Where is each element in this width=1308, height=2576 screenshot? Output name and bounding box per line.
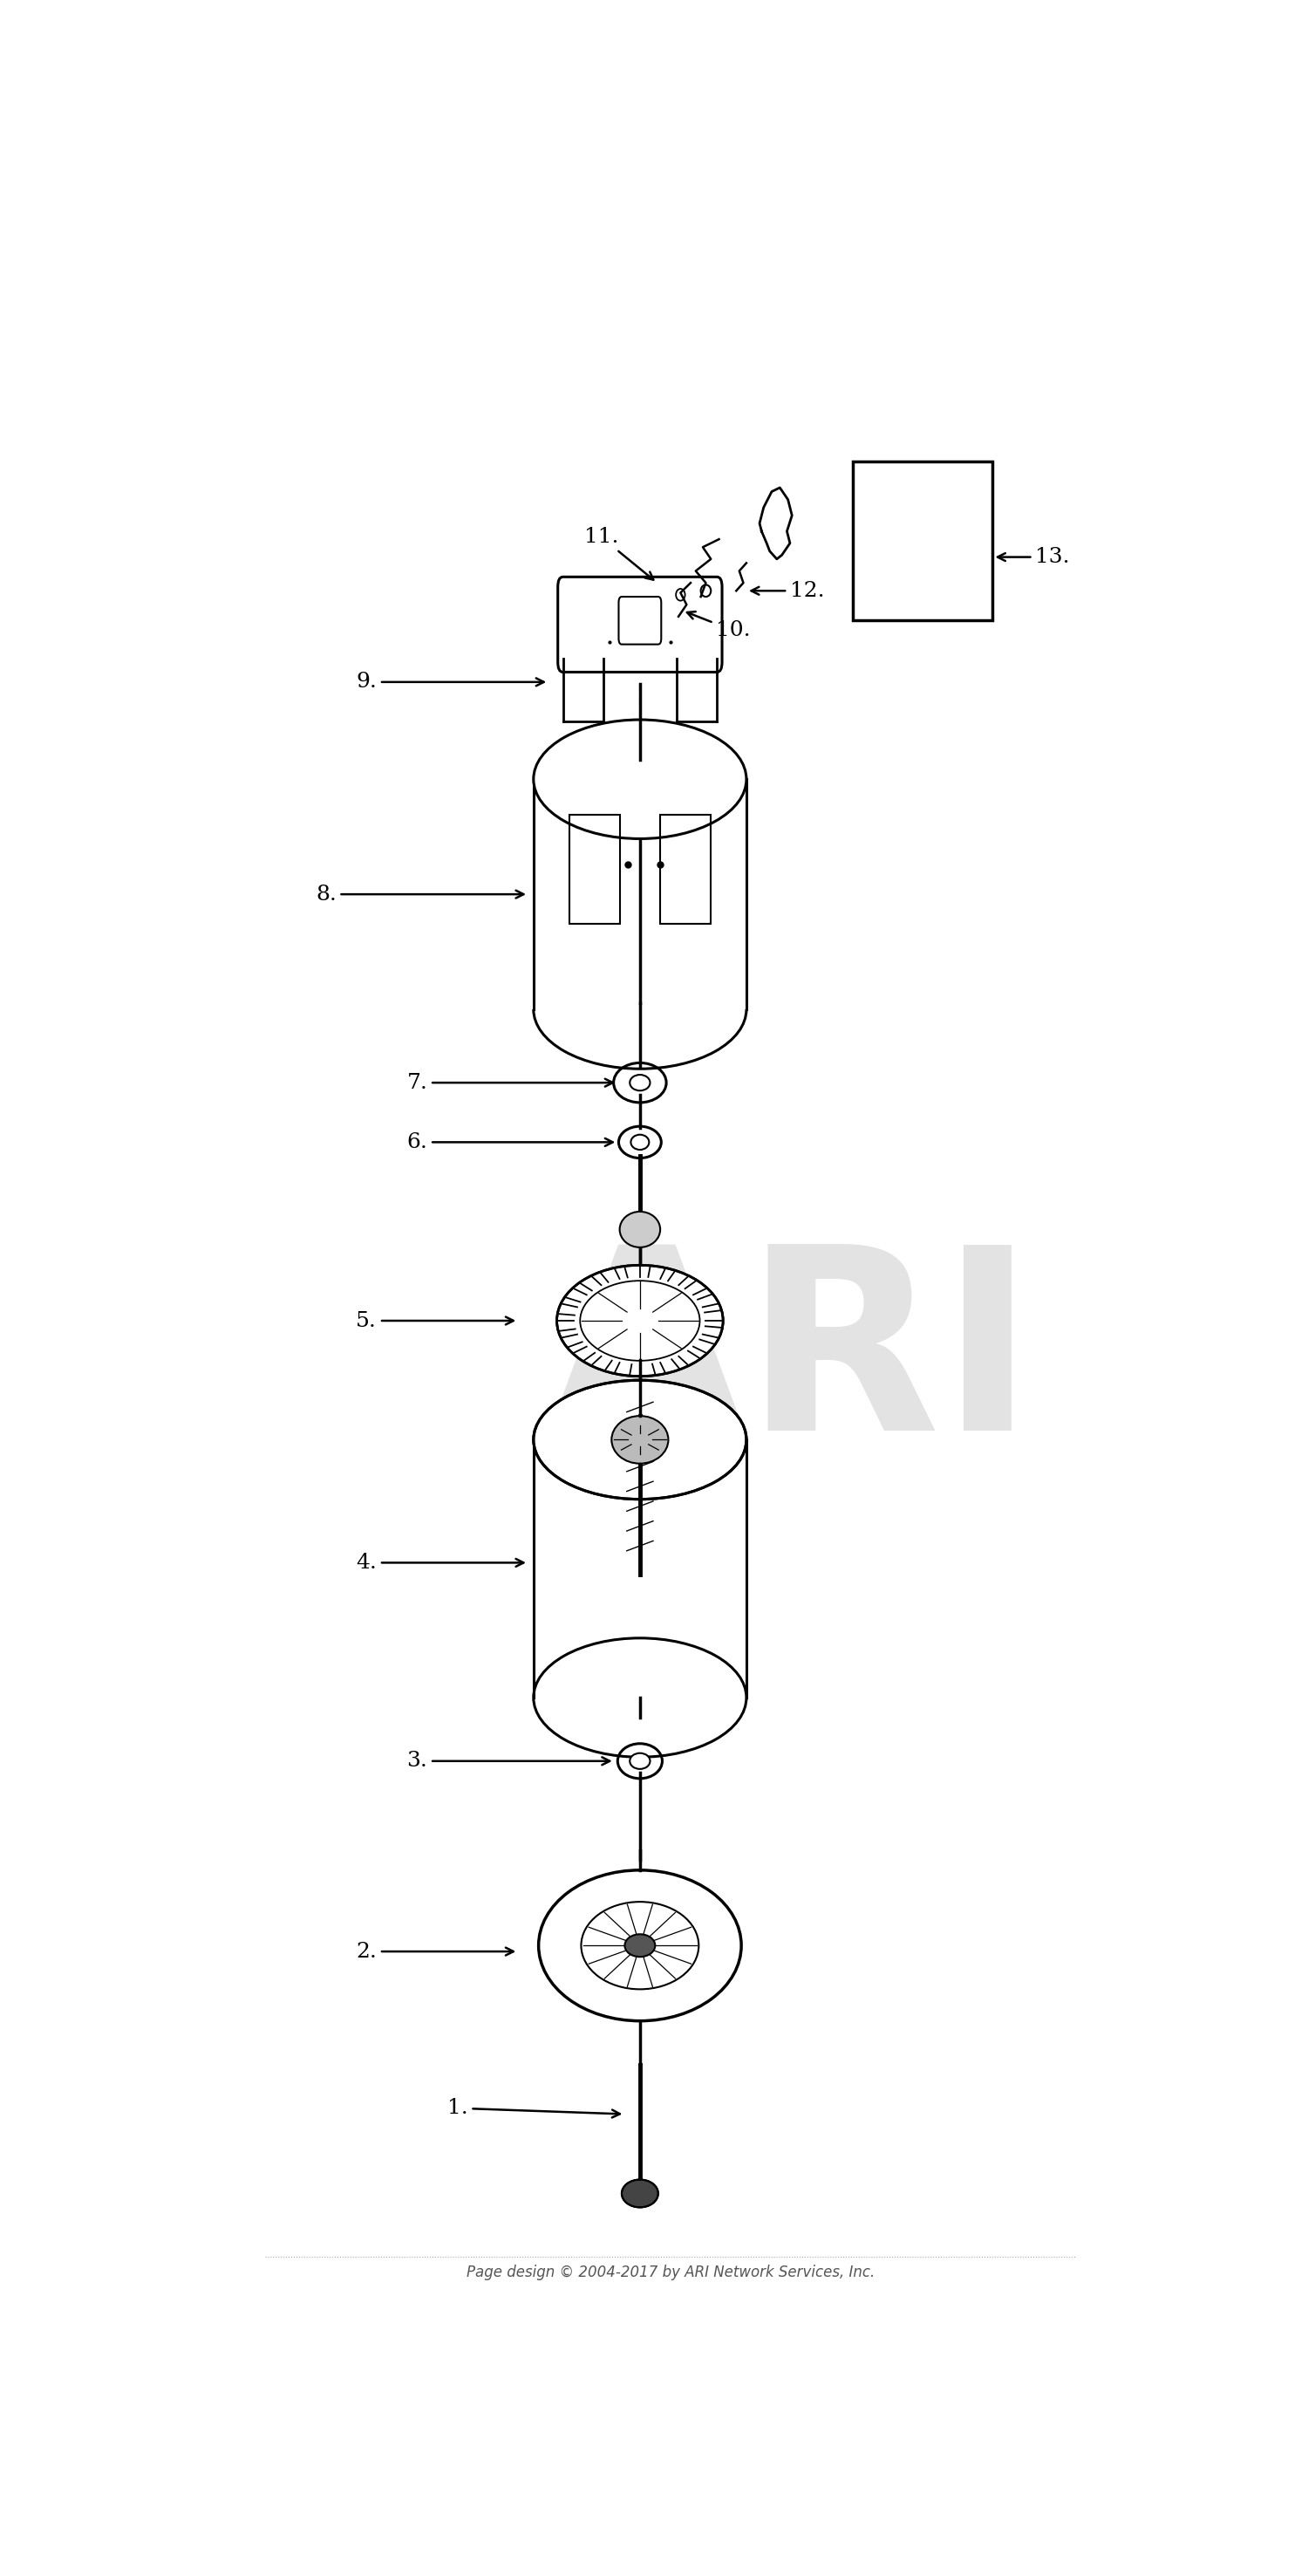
Text: Page design © 2004-2017 by ARI Network Services, Inc.: Page design © 2004-2017 by ARI Network S… <box>466 2264 875 2280</box>
Ellipse shape <box>630 1133 649 1149</box>
Ellipse shape <box>620 1211 661 1247</box>
Text: 11.: 11. <box>585 528 654 580</box>
Text: ARI: ARI <box>548 1236 1036 1484</box>
Ellipse shape <box>630 1074 650 1090</box>
Text: 6.: 6. <box>407 1133 612 1151</box>
Bar <box>853 461 993 621</box>
Ellipse shape <box>534 719 747 840</box>
Ellipse shape <box>534 1638 747 1757</box>
Ellipse shape <box>534 1381 747 1499</box>
Text: 8.: 8. <box>315 884 523 904</box>
Ellipse shape <box>557 1265 723 1376</box>
Bar <box>661 814 712 925</box>
Ellipse shape <box>630 1754 650 1770</box>
Bar <box>569 814 620 925</box>
Text: 3.: 3. <box>407 1752 610 1772</box>
Polygon shape <box>760 487 791 559</box>
Text: 1.: 1. <box>447 2097 620 2117</box>
Text: 9.: 9. <box>356 672 544 693</box>
Text: 5.: 5. <box>356 1311 514 1332</box>
Ellipse shape <box>612 1417 668 1463</box>
Text: 12.: 12. <box>751 580 824 600</box>
Text: 2.: 2. <box>356 1942 514 1960</box>
Text: 10.: 10. <box>687 611 751 641</box>
Text: 4.: 4. <box>356 1553 523 1574</box>
Text: 7.: 7. <box>407 1072 612 1092</box>
FancyBboxPatch shape <box>619 598 662 644</box>
Ellipse shape <box>621 2179 658 2208</box>
Ellipse shape <box>625 1935 655 1958</box>
Text: 13.: 13. <box>998 546 1070 567</box>
